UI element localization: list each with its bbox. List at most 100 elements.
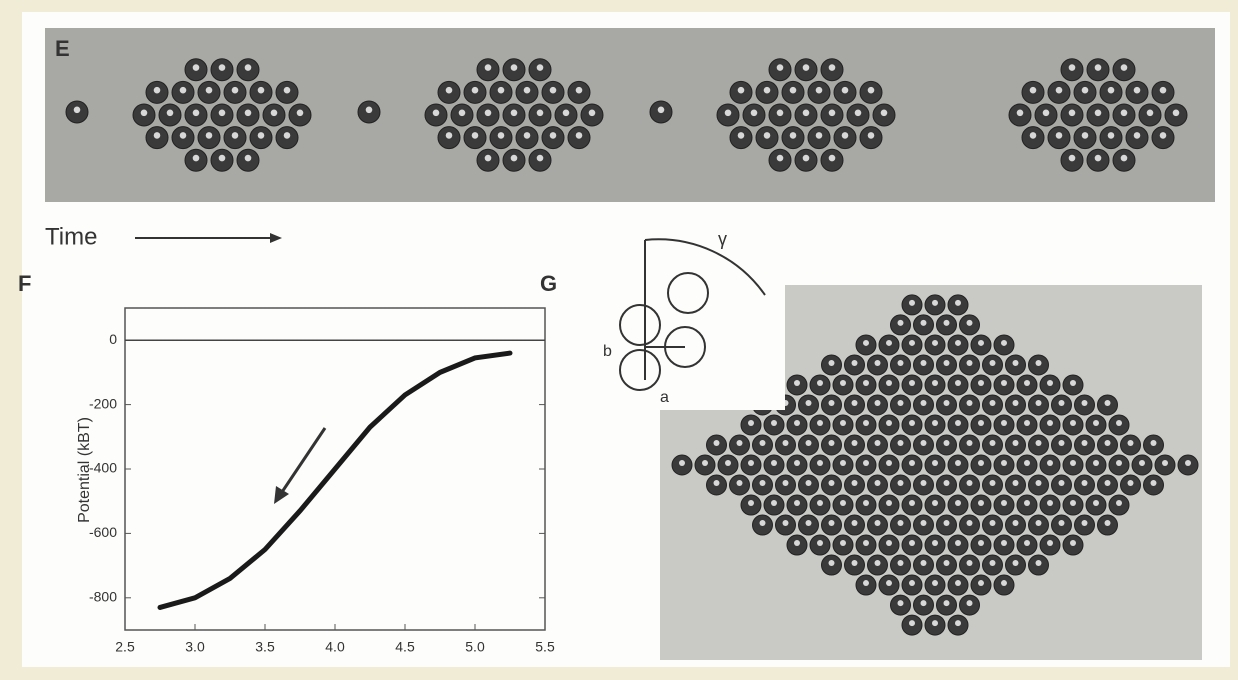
particle-highlight <box>829 480 835 486</box>
x-tick-label: 3.0 <box>185 639 205 655</box>
particle-highlight <box>990 520 996 526</box>
particle-highlight <box>537 64 544 71</box>
particle-highlight <box>840 420 846 426</box>
particle-highlight <box>1121 110 1128 117</box>
particle-highlight <box>955 300 961 306</box>
particle-highlight <box>886 500 892 506</box>
particle-highlight <box>511 110 518 117</box>
particle-highlight <box>967 440 973 446</box>
particle-highlight <box>1105 440 1111 446</box>
particle-highlight <box>921 600 927 606</box>
particle-highlight <box>944 360 950 366</box>
particle-highlight <box>909 500 915 506</box>
particle-highlight <box>990 480 996 486</box>
particle-highlight <box>842 132 849 139</box>
particle-highlight <box>1095 64 1102 71</box>
particle-highlight <box>829 155 836 162</box>
particle-highlight <box>1128 440 1134 446</box>
particle-highlight <box>816 87 823 94</box>
particle-highlight <box>748 460 754 466</box>
particle-highlight <box>886 340 892 346</box>
particle-highlight <box>511 64 518 71</box>
particle-highlight <box>206 132 213 139</box>
particle-highlight <box>886 460 892 466</box>
particle-highlight <box>921 360 927 366</box>
particle-highlight <box>1134 132 1141 139</box>
particle-highlight <box>1121 155 1128 162</box>
particle-highlight <box>944 400 950 406</box>
particle-highlight <box>932 540 938 546</box>
particle-highlight <box>817 500 823 506</box>
particle-highlight <box>886 580 892 586</box>
particle-highlight <box>777 110 784 117</box>
particle-highlight <box>1151 480 1157 486</box>
particle-highlight <box>909 380 915 386</box>
particle-highlight <box>863 540 869 546</box>
particle-highlight <box>751 110 758 117</box>
particle-highlight <box>1030 87 1037 94</box>
particle-highlight <box>1024 500 1030 506</box>
particle-highlight <box>180 87 187 94</box>
particle-highlight <box>990 400 996 406</box>
particle-highlight <box>932 380 938 386</box>
particle-highlight <box>840 460 846 466</box>
particle-highlight <box>1059 400 1065 406</box>
particle-highlight <box>550 132 557 139</box>
particle-highlight <box>932 300 938 306</box>
particle-highlight <box>714 480 720 486</box>
particle-highlight <box>829 400 835 406</box>
particle-highlight <box>817 460 823 466</box>
particle-highlight <box>909 540 915 546</box>
particle-highlight <box>794 420 800 426</box>
particle-highlight <box>537 155 544 162</box>
particle-highlight <box>829 560 835 566</box>
particle-highlight <box>193 64 200 71</box>
particle-highlight <box>1069 155 1076 162</box>
particle-highlight <box>679 460 685 466</box>
particle-highlight <box>1093 500 1099 506</box>
particle-highlight <box>524 132 531 139</box>
particle-highlight <box>1082 400 1088 406</box>
particle-highlight <box>967 560 973 566</box>
particle-highlight <box>1095 155 1102 162</box>
particle-highlight <box>485 155 492 162</box>
particle-highlight <box>764 87 771 94</box>
particle-highlight <box>955 620 961 626</box>
particle-highlight <box>806 440 812 446</box>
particle-highlight <box>955 380 961 386</box>
particle-highlight <box>193 110 200 117</box>
particle-highlight <box>1043 110 1050 117</box>
particle-highlight <box>258 132 265 139</box>
particle-highlight <box>863 580 869 586</box>
particle-highlight <box>875 560 881 566</box>
x-tick-label: 4.0 <box>325 639 345 655</box>
particle-highlight <box>1001 420 1007 426</box>
particle-highlight <box>725 110 732 117</box>
particle-highlight <box>909 460 915 466</box>
particle-highlight <box>1105 400 1111 406</box>
particle-highlight <box>472 87 479 94</box>
particle-highlight <box>1024 460 1030 466</box>
particle-highlight <box>1082 440 1088 446</box>
panel-label: G <box>540 271 557 296</box>
particle-highlight <box>1116 460 1122 466</box>
particle-highlight <box>219 155 226 162</box>
particle-highlight <box>806 520 812 526</box>
particle-highlight <box>1056 132 1063 139</box>
particle-highlight <box>1082 520 1088 526</box>
particle-highlight <box>881 110 888 117</box>
particle-highlight <box>1001 380 1007 386</box>
x-tick-label: 5.5 <box>535 639 555 655</box>
particle-highlight <box>898 400 904 406</box>
particle-highlight <box>932 460 938 466</box>
particle-highlight <box>206 87 213 94</box>
particle-highlight <box>816 132 823 139</box>
particle-highlight <box>550 87 557 94</box>
particle-highlight <box>1070 540 1076 546</box>
particle-highlight <box>944 440 950 446</box>
particle-highlight <box>909 420 915 426</box>
panel-label: F <box>18 271 31 296</box>
particle-highlight <box>284 87 291 94</box>
particle-highlight <box>868 132 875 139</box>
particle-highlight <box>955 540 961 546</box>
